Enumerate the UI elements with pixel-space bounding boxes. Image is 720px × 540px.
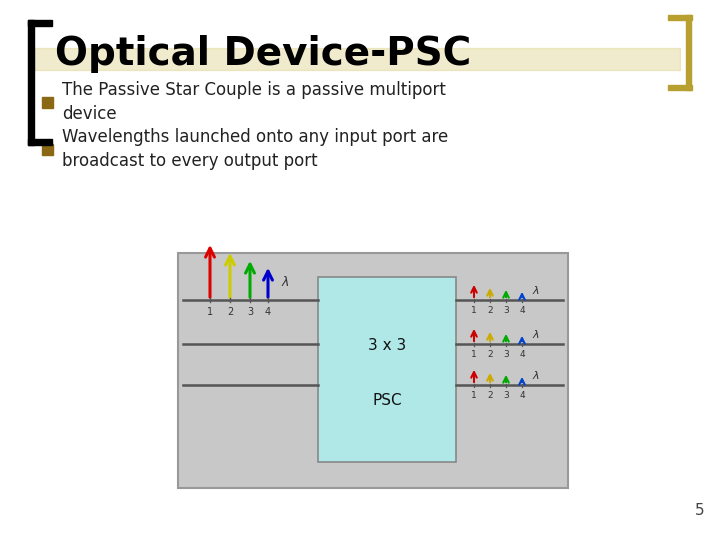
- Text: The Passive Star Couple is a passive multiport
device: The Passive Star Couple is a passive mul…: [62, 81, 446, 123]
- Text: 2: 2: [487, 391, 492, 400]
- Text: 4: 4: [519, 350, 525, 359]
- Text: 2: 2: [487, 306, 492, 315]
- Text: 1: 1: [471, 391, 477, 400]
- Text: PSC: PSC: [372, 394, 402, 408]
- Text: Optical Device-PSC: Optical Device-PSC: [55, 35, 472, 73]
- Bar: [318, 277, 456, 462]
- Bar: [668, 85, 692, 90]
- Text: 4: 4: [265, 307, 271, 317]
- Text: λ: λ: [282, 275, 289, 288]
- Text: λ: λ: [532, 330, 539, 340]
- Bar: [668, 15, 692, 20]
- Text: 3 x 3: 3 x 3: [368, 338, 406, 353]
- Text: 1: 1: [471, 306, 477, 315]
- Text: 5: 5: [696, 503, 705, 518]
- Text: 4: 4: [519, 391, 525, 400]
- Text: 3: 3: [247, 307, 253, 317]
- Bar: [42, 144, 53, 155]
- Text: 4: 4: [519, 306, 525, 315]
- Text: Wavelengths launched onto any input port are
broadcast to every output port: Wavelengths launched onto any input port…: [62, 128, 449, 170]
- Text: 3: 3: [503, 391, 509, 400]
- Text: 1: 1: [207, 307, 213, 317]
- Bar: [28, 139, 52, 145]
- Text: 1: 1: [471, 350, 477, 359]
- Text: 3: 3: [503, 306, 509, 315]
- Text: 3: 3: [503, 350, 509, 359]
- Bar: [42, 97, 53, 108]
- Text: λ: λ: [532, 286, 539, 296]
- Bar: [686, 15, 691, 90]
- Bar: [28, 20, 52, 26]
- Text: 2: 2: [487, 350, 492, 359]
- Bar: [28, 20, 34, 145]
- Bar: [30, 48, 680, 70]
- Text: λ: λ: [532, 371, 539, 381]
- Text: 2: 2: [227, 307, 233, 317]
- Bar: [178, 253, 568, 488]
